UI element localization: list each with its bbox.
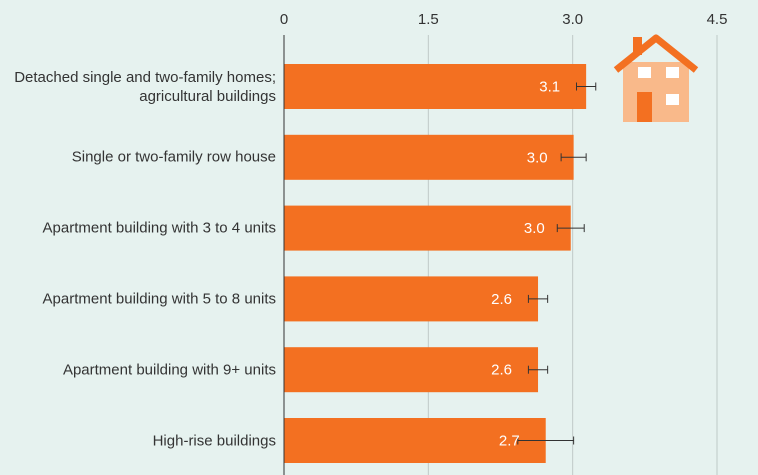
error-bar (576, 82, 597, 91)
error-bar (560, 153, 587, 162)
x-tick-label: 0 (280, 11, 288, 28)
house-icon (613, 34, 699, 122)
category-label: Single or two-family row house (71, 148, 276, 166)
category-label: Apartment building with 9+ units (62, 361, 276, 379)
bar (284, 276, 539, 322)
value-label: 3.0 (524, 220, 545, 237)
category-label: Apartment building with 5 to 8 units (42, 290, 276, 308)
bar (284, 64, 587, 109)
bar (284, 205, 571, 251)
category-label: High-rise buildings (152, 432, 276, 449)
x-tick-label: 1.5 (418, 11, 439, 28)
value-label: 2.6 (491, 291, 512, 308)
bar (284, 418, 546, 463)
error-bar (517, 436, 575, 445)
category-label: Apartment building with 3 to 4 units (42, 219, 276, 237)
value-label: 2.6 (491, 362, 512, 379)
value-label: 3.1 (539, 78, 560, 95)
error-bar (527, 365, 549, 374)
x-tick-label: 4.5 (707, 11, 728, 28)
x-tick-label: 3.0 (562, 11, 583, 28)
bar (284, 347, 539, 393)
value-label: 3.0 (527, 149, 548, 166)
bar (284, 134, 574, 180)
error-bar (556, 224, 585, 233)
error-bar (527, 294, 549, 303)
value-label: 2.7 (499, 432, 520, 449)
category-label: Detached single and two-family homes; ag… (14, 68, 276, 105)
